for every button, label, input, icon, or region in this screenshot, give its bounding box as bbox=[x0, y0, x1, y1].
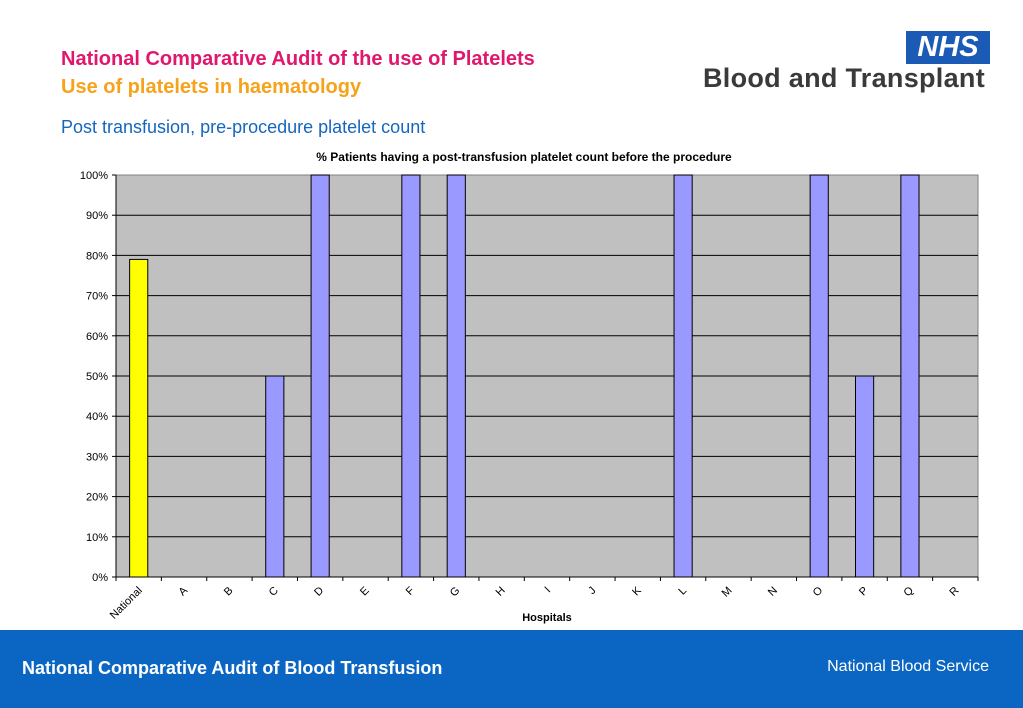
nhs-logo-badge: NHS bbox=[906, 31, 990, 64]
bar-c bbox=[265, 375, 285, 578]
x-tick-label: F bbox=[404, 584, 417, 597]
y-tick-label: 30% bbox=[86, 451, 108, 463]
bar-l bbox=[673, 174, 693, 578]
x-tick-label: P bbox=[857, 585, 871, 599]
x-tick-label: J bbox=[586, 585, 598, 597]
x-tick-label: National bbox=[108, 585, 145, 622]
section-heading: Post transfusion, pre-procedure platelet… bbox=[61, 117, 426, 137]
x-tick-label: R bbox=[947, 585, 961, 599]
y-tick-label: 60% bbox=[86, 331, 108, 343]
x-tick-label: N bbox=[766, 585, 780, 599]
x-tick-label: E bbox=[358, 585, 372, 599]
y-tick-label: 40% bbox=[86, 411, 108, 423]
x-tick-label: D bbox=[312, 585, 326, 599]
footer-bar: National Comparative Audit of Blood Tran… bbox=[0, 630, 1023, 708]
bar-p bbox=[855, 375, 875, 578]
y-tick-label: 10% bbox=[86, 532, 108, 544]
x-tick-label: L bbox=[676, 585, 689, 598]
x-tick-label: K bbox=[630, 584, 644, 598]
bar-g bbox=[446, 174, 466, 578]
footer-service-name: National Blood Service bbox=[827, 658, 989, 675]
x-tick-label: C bbox=[267, 585, 281, 599]
footer-audit-name: National Comparative Audit of Blood Tran… bbox=[22, 658, 443, 678]
y-tick-label: 20% bbox=[86, 492, 108, 504]
page-title: National Comparative Audit of the use of… bbox=[61, 48, 535, 70]
x-tick-label: Q bbox=[902, 584, 917, 599]
bar-national bbox=[129, 258, 149, 578]
bar-q bbox=[900, 174, 920, 578]
x-tick-label: G bbox=[448, 585, 463, 600]
y-tick-label: 80% bbox=[86, 250, 108, 262]
nhs-logo-text: Blood and Transplant bbox=[703, 63, 986, 93]
y-tick-label: 0% bbox=[92, 572, 108, 584]
y-tick-label: 90% bbox=[86, 210, 108, 222]
x-axis-title: Hospitals bbox=[522, 612, 572, 624]
bar-o bbox=[809, 174, 829, 578]
x-tick-label: I bbox=[542, 585, 553, 596]
bar-chart-svg: % Patients having a post-transfusion pla… bbox=[80, 150, 979, 624]
chart-title: % Patients having a post-transfusion pla… bbox=[316, 150, 732, 164]
x-tick-label: B bbox=[222, 585, 236, 599]
x-tick-label: A bbox=[176, 584, 190, 598]
page-subtitle: Use of platelets in haematology bbox=[61, 76, 362, 98]
x-tick-label: O bbox=[811, 584, 826, 599]
bar-f bbox=[401, 174, 421, 578]
chart: % Patients having a post-transfusion pla… bbox=[0, 140, 1023, 630]
y-tick-label: 50% bbox=[86, 371, 108, 383]
y-tick-label: 70% bbox=[86, 291, 108, 303]
x-tick-label: H bbox=[494, 585, 508, 599]
x-tick-label: M bbox=[720, 585, 735, 600]
bar-d bbox=[310, 174, 330, 578]
y-tick-label: 100% bbox=[80, 170, 108, 182]
